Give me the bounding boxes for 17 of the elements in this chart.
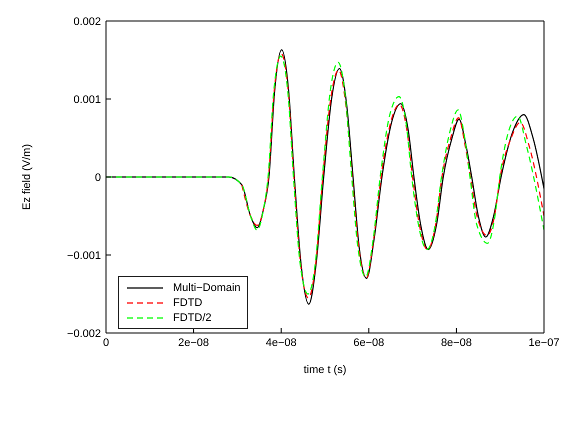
x-tick-label: 6e−08 (353, 336, 384, 349)
legend-label: Multi−Domain (173, 282, 241, 294)
x-axis-title: time t (s) (304, 364, 346, 376)
x-tick-label: 0 (102, 336, 110, 349)
y-tick-label: −0.002 (67, 328, 101, 340)
x-tick-label: 4e−08 (266, 336, 297, 349)
y-axis-title: Ez field (V/m) (20, 144, 33, 210)
legend-label: FDTD/2 (173, 312, 212, 324)
y-tick-label: 0 (94, 172, 101, 184)
x-tick-label: 1e−07 (528, 336, 560, 349)
line-series (241, 53, 544, 298)
y-tick-label: 0.002 (73, 16, 101, 28)
y-tick-label: −0.001 (67, 250, 101, 262)
x-tick-label: 8e−08 (440, 336, 472, 349)
x-tick-label: 2e−08 (178, 336, 210, 349)
y-tick-label: 0.001 (73, 94, 101, 106)
legend-label: FDTD (173, 296, 202, 308)
